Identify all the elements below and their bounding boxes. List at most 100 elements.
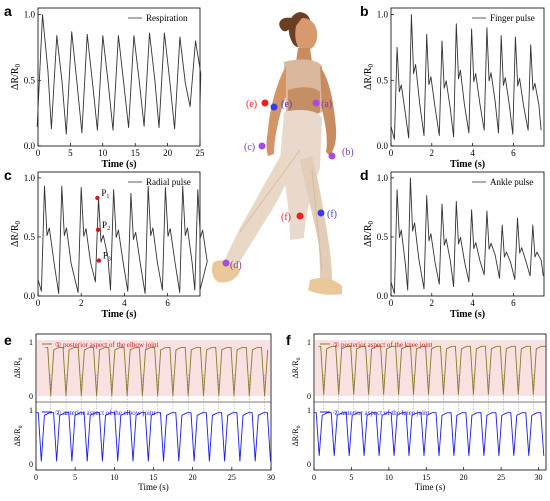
marker-b-label: (b) [342, 147, 354, 158]
y-tick-label: 1.0 [24, 173, 36, 183]
panel-letter-d: d [360, 167, 369, 183]
y-axis-label: ΔR/R0 [291, 357, 302, 378]
marker-e-blue-label: (e) [281, 99, 292, 110]
x-tick-label: 10 [385, 473, 393, 482]
x-axis-label: Time (s) [450, 159, 485, 170]
marker-e-red-dot [262, 100, 269, 107]
x-tick-label: 25 [497, 473, 505, 482]
y-tick-label: 1 [29, 406, 33, 415]
annotation-point [96, 228, 100, 232]
y-axis-label-subscript: 0 [367, 63, 375, 67]
marker-f-blue-label: (f) [327, 209, 337, 220]
annotation-point [95, 196, 99, 200]
series-line-anterior [314, 413, 544, 456]
y-axis-label-main: ΔR/R [13, 360, 22, 379]
x-axis-label: Time (s) [415, 482, 445, 492]
y-axis-label: ΔR/R0 [363, 63, 375, 90]
marker-b-dot [329, 153, 336, 160]
y-tick-label: 0.0 [24, 291, 36, 301]
series-line-anterior [36, 413, 271, 462]
y-tick-label: 1 [29, 338, 33, 347]
x-tick-label: 30 [267, 473, 275, 482]
legend-label: ① posterior aspect of the knee joint [333, 341, 433, 349]
x-tick-label: 6 [511, 148, 516, 158]
x-tick-label: 0 [389, 148, 394, 158]
marker-f-blue-dot [318, 210, 325, 217]
x-tick-label: 15 [150, 473, 158, 482]
y-tick-label: 0.0 [377, 291, 389, 301]
y-axis-label-main: ΔR/R [363, 224, 374, 247]
marker-c-dot [259, 143, 266, 150]
x-tick-label: 2 [430, 298, 435, 308]
y-axis-label-main: ΔR/R [291, 360, 300, 379]
y-axis-label-subscript: 0 [367, 220, 375, 224]
marker-d-dot [223, 260, 230, 267]
y-tick-label: 0.0 [377, 141, 389, 151]
annotation-label: P1 [101, 188, 109, 200]
y-tick-label: 1.0 [24, 10, 36, 20]
y-tick-label: 0.5 [24, 75, 36, 85]
marker-e-blue-dot [271, 104, 278, 111]
x-tick-label: 15 [131, 148, 141, 158]
legend-label: ② anterior aspect of the knee joint [333, 409, 430, 417]
y-axis-label-main: ΔR/R [10, 224, 21, 247]
y-axis-label-main: ΔR/R [291, 428, 300, 447]
x-tick-label: 5 [73, 473, 77, 482]
x-tick-label: 10 [98, 148, 108, 158]
annotation-label: P3 [103, 251, 111, 263]
marker-d-label: (d) [230, 260, 242, 271]
y-axis-label-main: ΔR/R [10, 67, 21, 90]
y-axis-label: ΔR/R0 [291, 425, 302, 446]
series-line [38, 186, 207, 293]
legend-label: ② anterior aspect of the elbow joint [55, 409, 155, 417]
y-axis-label-subscript: 0 [296, 357, 302, 360]
y-axis-label: ΔR/R0 [363, 220, 375, 247]
annotation-label: P2 [102, 220, 110, 232]
x-tick-label: 0 [36, 298, 41, 308]
x-tick-label: 20 [163, 148, 173, 158]
x-tick-label: 4 [470, 148, 475, 158]
x-tick-label: 4 [122, 298, 127, 308]
x-axis-label: Time (s) [138, 482, 168, 492]
x-tick-label: 15 [422, 473, 430, 482]
x-tick-label: 5 [68, 148, 73, 158]
y-tick-label: 0 [307, 392, 311, 401]
x-axis-label: Time (s) [101, 159, 136, 170]
y-axis-label-subscript: 0 [14, 63, 22, 67]
panel-letter-a: a [4, 3, 12, 19]
x-tick-label: 2 [430, 148, 435, 158]
x-tick-label: 5 [349, 473, 353, 482]
y-tick-label: 1.0 [377, 173, 389, 183]
panel-letter-e: e [4, 332, 12, 348]
legend-label: Respiration [146, 13, 188, 23]
y-axis-label-subscript: 0 [18, 357, 24, 360]
y-tick-label: 1 [307, 406, 311, 415]
marker-a-label: (a) [321, 99, 332, 110]
y-axis-label-subscript: 0 [296, 425, 302, 428]
x-tick-label: 0 [36, 148, 41, 158]
x-tick-label: 25 [196, 148, 206, 158]
marker-f-red-label: (f) [281, 212, 291, 223]
x-tick-label: 0 [312, 473, 316, 482]
walking-woman-illustration [212, 12, 342, 295]
y-tick-label: 0 [29, 392, 33, 401]
marker-e-red-label: (e) [246, 99, 257, 110]
y-tick-label: 1.0 [377, 10, 389, 20]
y-axis-label: ΔR/R0 [10, 63, 22, 90]
y-axis-label: ΔR/R0 [13, 357, 24, 378]
marker-f-red-dot [297, 213, 304, 220]
x-tick-label: 0 [389, 298, 394, 308]
y-tick-label: 1 [307, 338, 311, 347]
y-axis-label-subscript: 0 [14, 220, 22, 224]
annotation-label-subscript: 3 [108, 257, 111, 263]
y-axis-label-subscript: 0 [18, 425, 24, 428]
legend-label: ① posterior aspect of the elbow joint [55, 341, 159, 349]
y-tick-label: 0.5 [377, 75, 389, 85]
x-tick-label: 20 [460, 473, 468, 482]
